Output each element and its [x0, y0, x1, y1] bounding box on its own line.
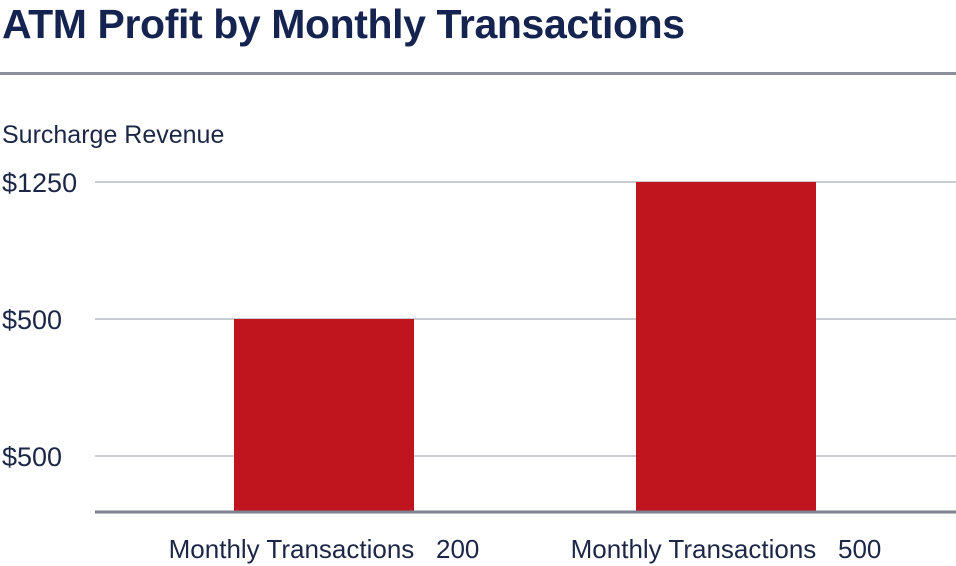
gridlines	[95, 181, 956, 457]
title-divider	[0, 72, 956, 75]
y-tick-labels: $1250 $500 $500	[2, 168, 77, 472]
bar	[234, 319, 414, 512]
category-label: Monthly Transactions 200	[169, 534, 480, 564]
y-tick-label: $500	[2, 442, 62, 472]
bars	[234, 182, 816, 512]
category-labels: Monthly Transactions 200 Monthly Transact…	[169, 534, 882, 564]
y-tick-label: $500	[2, 305, 62, 335]
y-axis-label: Surcharge Revenue	[2, 121, 225, 149]
chart-title: ATM Profit by Monthly Transactions	[2, 1, 685, 47]
bar	[636, 182, 816, 512]
category-label: Monthly Transactions 500	[571, 534, 882, 564]
y-tick-label: $1250	[2, 168, 77, 198]
